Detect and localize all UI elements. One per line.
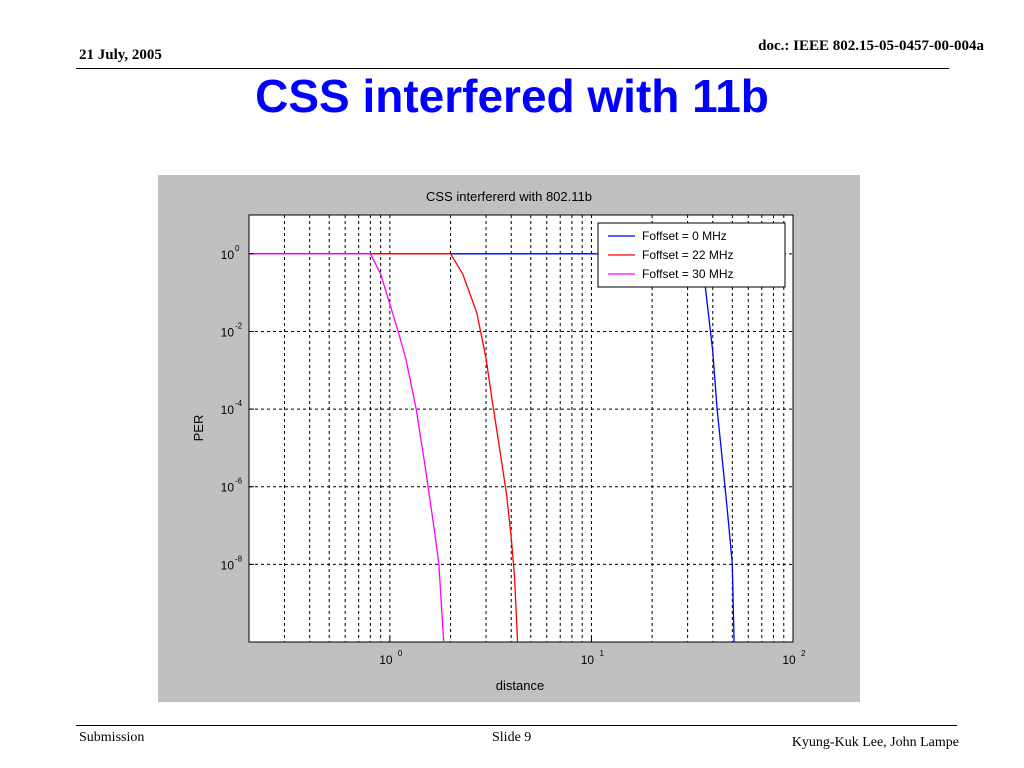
slide-title: CSS interfered with 11b	[255, 70, 769, 122]
legend: Foffset = 0 MHz Foffset = 22 MHz Foffset =…	[597, 222, 786, 288]
y-tick-label: 10	[221, 248, 235, 262]
footer-authors: Kyung-Kuk Lee, John Lampe	[791, 735, 959, 750]
y-tick-label: 10	[221, 481, 235, 495]
header-doc-id: doc.: IEEE 802.15-05-0457-00-004a	[758, 38, 984, 54]
footer-slide-number: Slide 9	[492, 730, 532, 745]
y-tick-exponent: -8	[235, 554, 243, 563]
y-tick-label: 10	[221, 558, 235, 572]
x-tick-exponent: 1	[599, 649, 604, 658]
chart-figure: CSS interfererd with 802.11b 10 0 10 1 10 2 10…	[158, 175, 860, 702]
legend-label: Foffset = 30 MHz	[642, 267, 733, 281]
legend-label: Foffset = 0 MHz	[642, 229, 727, 243]
tick-layer: 10 0 10 1 10 210 -810 -610 -410 -210 0	[221, 244, 806, 667]
legend-label: Foffset = 22 MHz	[642, 248, 733, 262]
header-date: 21 July, 2005	[79, 47, 162, 63]
y-tick-exponent: -6	[235, 477, 243, 486]
series-line	[249, 253, 519, 643]
footer-rule	[76, 725, 957, 726]
x-tick-exponent: 0	[398, 649, 403, 658]
y-tick-exponent: 0	[235, 244, 240, 253]
x-tick-label: 10	[581, 653, 595, 667]
y-tick-exponent: -2	[235, 321, 243, 330]
y-tick-label: 10	[221, 403, 235, 417]
footer-submission: Submission	[79, 730, 145, 745]
chart-svg: CSS interfererd with 802.11b 10 0 10 1 10 210…	[191, 189, 806, 693]
series-line	[249, 253, 445, 643]
x-tick-label: 10	[782, 653, 796, 667]
grid-layer	[249, 215, 793, 642]
y-axis-label: PER	[191, 415, 206, 442]
x-tick-exponent: 2	[801, 649, 806, 658]
header-rule	[76, 68, 949, 69]
chart-title: CSS interfererd with 802.11b	[426, 189, 592, 204]
y-tick-label: 10	[221, 325, 235, 339]
x-tick-label: 10	[379, 653, 393, 667]
x-axis-label: distance	[496, 678, 544, 693]
y-tick-exponent: -4	[235, 399, 243, 408]
